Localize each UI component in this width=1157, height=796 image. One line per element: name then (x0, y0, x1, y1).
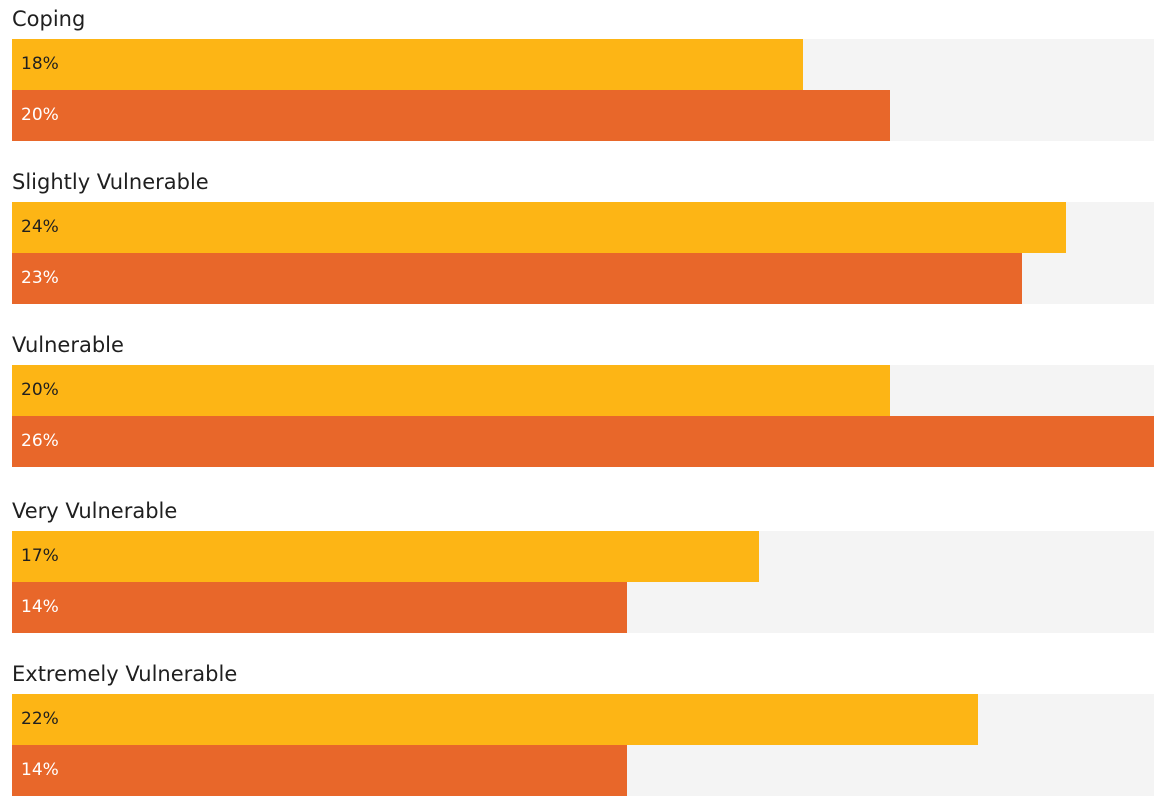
data-label: 20% (21, 105, 59, 125)
bar (12, 202, 1066, 253)
bar (12, 365, 890, 416)
category-label: Vulnerable (12, 333, 124, 357)
bar (12, 694, 978, 745)
category-label: Coping (12, 7, 86, 31)
bar (12, 39, 803, 90)
data-label: 14% (21, 760, 59, 780)
bar (12, 745, 627, 796)
data-label: 14% (21, 597, 59, 617)
bar (12, 416, 1154, 467)
data-label: 18% (21, 54, 59, 74)
bar (12, 582, 627, 633)
bar (12, 90, 890, 141)
data-label: 17% (21, 546, 59, 566)
category-label: Extremely Vulnerable (12, 662, 238, 686)
category-label: Slightly Vulnerable (12, 170, 209, 194)
category-label: Very Vulnerable (12, 499, 178, 523)
bar (12, 253, 1022, 304)
data-label: 22% (21, 709, 59, 729)
data-label: 24% (21, 217, 59, 237)
data-label: 26% (21, 431, 59, 451)
bar (12, 531, 759, 582)
data-label: 20% (21, 380, 59, 400)
data-label: 23% (21, 268, 59, 288)
